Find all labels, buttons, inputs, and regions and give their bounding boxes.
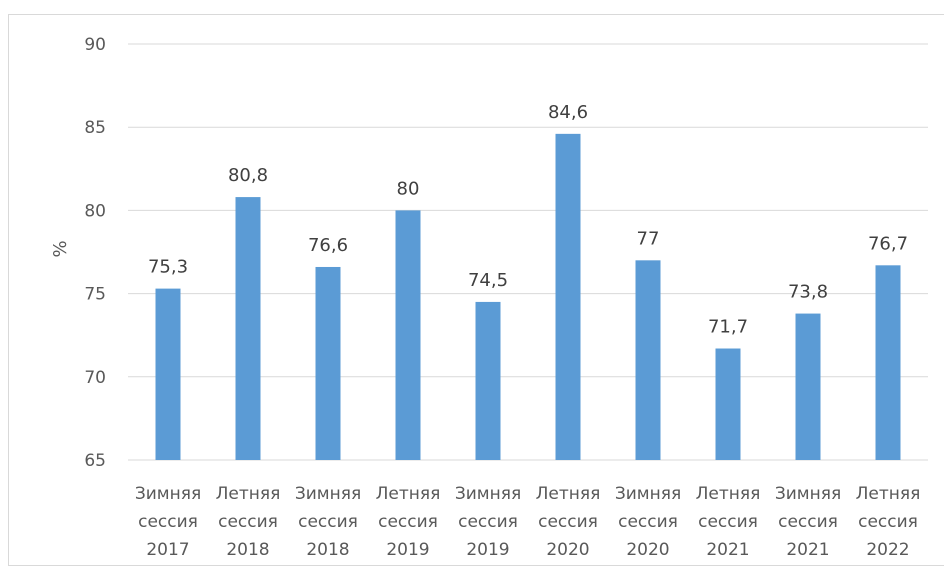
bar bbox=[395, 210, 421, 460]
data-labels: 75,3 80,8 76,6 80 74,5 84,6 77 71,7 73,8 76,7 bbox=[148, 102, 908, 338]
data-label: 77 bbox=[637, 228, 660, 249]
bars bbox=[155, 133, 901, 460]
category-label-line: Зимняя bbox=[455, 484, 521, 504]
x-axis-categories: Зимняя сессия 2017 Летняя сессия 2018 Зимняя се… bbox=[135, 484, 921, 560]
y-tick-label: 85 bbox=[84, 118, 106, 138]
category-label-line: 2017 bbox=[146, 540, 189, 560]
category-label-line: сессия bbox=[778, 512, 838, 532]
bar bbox=[875, 265, 901, 460]
category-label: Зимняя сессия 2020 bbox=[615, 484, 681, 560]
category-label: Зимняя сессия 2018 bbox=[295, 484, 361, 560]
category-label: Зимняя сессия 2017 bbox=[135, 484, 201, 560]
data-label: 76,6 bbox=[308, 235, 348, 256]
category-label: Зимняя сессия 2019 bbox=[455, 484, 521, 560]
category-label-line: Зимняя bbox=[295, 484, 361, 504]
category-label-line: сессия bbox=[458, 512, 518, 532]
data-label: 71,7 bbox=[708, 317, 748, 338]
bar bbox=[235, 197, 261, 460]
category-label-line: сессия bbox=[298, 512, 358, 532]
category-label-line: сессия bbox=[218, 512, 278, 532]
category-label-line: Зимняя bbox=[135, 484, 201, 504]
category-label-line: сессия bbox=[858, 512, 918, 532]
category-label-line: 2021 bbox=[706, 540, 749, 560]
category-label-line: 2020 bbox=[626, 540, 669, 560]
category-label: Летняя сессия 2022 bbox=[856, 484, 921, 560]
category-label: Летняя сессия 2018 bbox=[216, 484, 281, 560]
y-axis-ticks: 65 70 75 80 85 90 bbox=[84, 35, 106, 471]
category-label-line: Летняя bbox=[536, 484, 601, 504]
bar bbox=[155, 288, 181, 460]
data-label: 74,5 bbox=[468, 270, 508, 291]
category-label-line: Летняя bbox=[216, 484, 281, 504]
y-tick-label: 90 bbox=[84, 35, 106, 55]
y-tick-label: 65 bbox=[84, 451, 106, 471]
gridlines bbox=[128, 43, 928, 461]
category-label-line: сессия bbox=[698, 512, 758, 532]
category-label-line: 2021 bbox=[786, 540, 829, 560]
data-label: 76,7 bbox=[868, 233, 908, 254]
category-label-line: сессия bbox=[138, 512, 198, 532]
category-label-line: 2018 bbox=[226, 540, 269, 560]
category-label-line: сессия bbox=[618, 512, 678, 532]
data-label: 80 bbox=[397, 178, 420, 199]
category-label: Летняя сессия 2021 bbox=[696, 484, 761, 560]
data-label: 84,6 bbox=[548, 102, 588, 123]
y-axis-title: % bbox=[50, 240, 71, 257]
data-label: 75,3 bbox=[148, 257, 188, 278]
category-label: Летняя сессия 2019 bbox=[376, 484, 441, 560]
y-tick-label: 75 bbox=[84, 285, 106, 305]
category-label-line: 2019 bbox=[466, 540, 509, 560]
bar bbox=[795, 313, 821, 460]
category-label-line: сессия bbox=[538, 512, 598, 532]
bar bbox=[555, 133, 581, 460]
bar bbox=[635, 260, 661, 460]
category-label: Летняя сессия 2020 bbox=[536, 484, 601, 560]
category-label-line: 2019 bbox=[386, 540, 429, 560]
data-label: 80,8 bbox=[228, 165, 268, 186]
category-label-line: 2020 bbox=[546, 540, 589, 560]
category-label-line: Летняя bbox=[856, 484, 921, 504]
category-label-line: 2022 bbox=[866, 540, 909, 560]
y-tick-label: 80 bbox=[84, 201, 106, 221]
bar bbox=[315, 266, 341, 460]
data-label: 73,8 bbox=[788, 282, 828, 303]
category-label-line: сессия bbox=[378, 512, 438, 532]
category-label: Зимняя сессия 2021 bbox=[775, 484, 841, 560]
bar bbox=[475, 301, 501, 460]
bar bbox=[715, 348, 741, 460]
category-label-line: 2018 bbox=[306, 540, 349, 560]
category-label-line: Летняя bbox=[376, 484, 441, 504]
category-label-line: Зимняя bbox=[615, 484, 681, 504]
category-label-line: Зимняя bbox=[775, 484, 841, 504]
y-tick-label: 70 bbox=[84, 368, 106, 388]
category-label-line: Летняя bbox=[696, 484, 761, 504]
